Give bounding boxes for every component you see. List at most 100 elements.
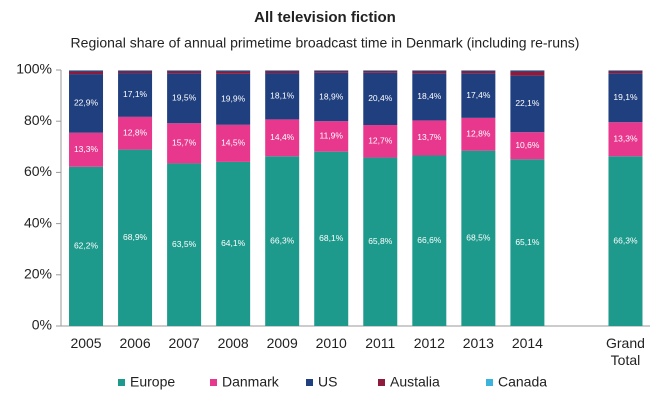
legend-label: US (318, 374, 337, 390)
data-label: 22,1% (515, 98, 540, 108)
x-tick-label: 2009 (266, 335, 298, 351)
bar-segment (363, 125, 398, 158)
x-tick-label: 2013 (462, 335, 494, 351)
bar-segment (216, 73, 251, 125)
bar-segment (167, 123, 202, 164)
bar-segment (118, 70, 153, 74)
chart-subtitle: Regional share of annual primetime broad… (71, 35, 580, 51)
legend-label: Danmark (222, 374, 280, 390)
bar-segment (167, 163, 202, 326)
x-tick-label: 2011 (365, 335, 396, 351)
bar-segment (265, 70, 300, 71)
data-label: 65,1% (515, 237, 540, 247)
legend-marker (378, 379, 385, 386)
bar-segment (510, 159, 545, 326)
y-tick-label: 100% (16, 61, 52, 77)
bar-segment (510, 71, 545, 76)
bar-segment (118, 73, 153, 117)
bar-segment (461, 70, 496, 71)
chart-title: All television fiction (254, 9, 396, 26)
y-tick-label: 0% (32, 317, 52, 333)
bar-segment (510, 70, 545, 72)
data-label: 12,8% (466, 129, 491, 139)
bar-segment (69, 166, 104, 326)
data-label: 18,9% (319, 91, 344, 101)
bar-segment (314, 70, 349, 71)
x-tick-label: 2005 (70, 335, 102, 351)
legend-marker (210, 379, 217, 386)
data-label: 15,7% (172, 138, 197, 148)
bar-segment (461, 73, 496, 118)
y-tick-label: 20% (24, 266, 52, 282)
data-label: 68,5% (466, 233, 491, 243)
data-label: 64,1% (221, 238, 246, 248)
bar-segment (118, 116, 153, 150)
bar-segment (412, 155, 447, 326)
y-tick-label: 80% (24, 112, 52, 128)
bar-segment (265, 73, 300, 120)
legend-marker (306, 379, 313, 386)
data-label: 12,7% (368, 136, 393, 146)
bar-segment (461, 70, 496, 74)
bar-segment (167, 70, 202, 74)
bar-segment (265, 156, 300, 326)
data-label: 68,9% (123, 232, 148, 242)
data-label: 14,5% (221, 138, 246, 148)
x-tick-label: Grand Total (606, 335, 645, 368)
bar-segment (69, 74, 104, 133)
bar-segment (118, 70, 153, 71)
x-tick-label: 2012 (413, 335, 445, 351)
legend-marker (486, 379, 493, 386)
bar-segment (216, 124, 251, 162)
data-label: 18,4% (417, 91, 442, 101)
bar-segment (461, 117, 496, 151)
bar-segment (69, 71, 104, 75)
bar-segment (314, 151, 349, 326)
bar-segment (608, 156, 643, 326)
data-label: 13,3% (613, 133, 638, 143)
bar-segment (314, 70, 349, 73)
data-label: 14,4% (270, 132, 295, 142)
bar-segment (363, 70, 398, 71)
data-label: 10,6% (515, 140, 540, 150)
bar-segment (167, 70, 202, 71)
data-label: 13,3% (74, 144, 99, 154)
bar-segment (265, 119, 300, 157)
bar-segment (216, 161, 251, 326)
data-label: 62,2% (74, 241, 99, 251)
bar-segment (461, 150, 496, 326)
y-tick-label: 40% (24, 214, 52, 230)
bar-segment (608, 70, 643, 71)
data-label: 66,3% (270, 235, 295, 245)
data-label: 22,9% (74, 98, 99, 108)
data-label: 11,9% (319, 131, 343, 141)
legend-marker (118, 379, 125, 386)
data-label: 13,7% (417, 132, 442, 142)
data-label: 19,1% (613, 92, 638, 102)
legend-label: Canada (498, 374, 547, 390)
bar-segment (314, 72, 349, 122)
bar-segment (412, 70, 447, 74)
bar-segment (167, 73, 202, 124)
data-label: 12,8% (123, 127, 148, 137)
bar-segment (608, 73, 643, 123)
bar-segment (216, 71, 251, 74)
x-tick-label: 2006 (119, 335, 151, 351)
data-label: 66,3% (613, 235, 638, 245)
data-label: 17,4% (466, 90, 491, 100)
bar-segment (216, 70, 251, 72)
bar-segment (314, 121, 349, 152)
bar-segment (608, 122, 643, 157)
x-tick-label: 2014 (511, 335, 543, 351)
data-label: 65,8% (368, 236, 393, 246)
bar-segment (412, 70, 447, 71)
bar-segment (69, 70, 104, 72)
data-label: 19,9% (221, 94, 246, 104)
bar-segment (412, 73, 447, 121)
data-label: 68,1% (319, 233, 344, 243)
bar-segment (363, 70, 398, 73)
data-label: 18,1% (270, 90, 295, 100)
data-label: 66,6% (417, 235, 442, 245)
